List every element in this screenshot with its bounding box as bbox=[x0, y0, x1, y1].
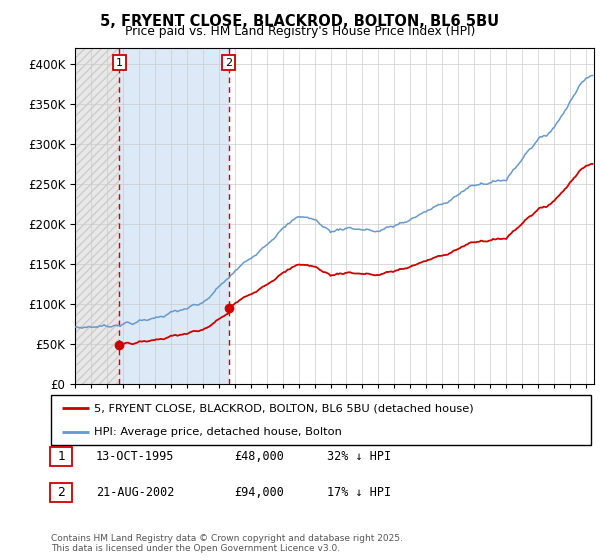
Text: 21-AUG-2002: 21-AUG-2002 bbox=[96, 486, 175, 500]
Bar bbox=[119, 48, 229, 384]
Text: HPI: Average price, detached house, Bolton: HPI: Average price, detached house, Bolt… bbox=[94, 427, 342, 437]
Text: 13-OCT-1995: 13-OCT-1995 bbox=[96, 450, 175, 463]
Text: 5, FRYENT CLOSE, BLACKROD, BOLTON, BL6 5BU (detached house): 5, FRYENT CLOSE, BLACKROD, BOLTON, BL6 5… bbox=[94, 403, 474, 413]
Text: 32% ↓ HPI: 32% ↓ HPI bbox=[327, 450, 391, 463]
FancyBboxPatch shape bbox=[50, 483, 72, 502]
FancyBboxPatch shape bbox=[50, 447, 72, 466]
Bar bbox=[75, 48, 119, 384]
Text: £48,000: £48,000 bbox=[234, 450, 284, 463]
Text: 5, FRYENT CLOSE, BLACKROD, BOLTON, BL6 5BU: 5, FRYENT CLOSE, BLACKROD, BOLTON, BL6 5… bbox=[100, 14, 500, 29]
Text: 1: 1 bbox=[116, 58, 123, 68]
Text: Contains HM Land Registry data © Crown copyright and database right 2025.
This d: Contains HM Land Registry data © Crown c… bbox=[51, 534, 403, 553]
FancyBboxPatch shape bbox=[51, 395, 591, 445]
Text: £94,000: £94,000 bbox=[234, 486, 284, 500]
Text: Price paid vs. HM Land Registry's House Price Index (HPI): Price paid vs. HM Land Registry's House … bbox=[125, 25, 475, 38]
Text: 17% ↓ HPI: 17% ↓ HPI bbox=[327, 486, 391, 500]
Text: 1: 1 bbox=[57, 450, 65, 463]
Text: 2: 2 bbox=[225, 58, 232, 68]
Text: 2: 2 bbox=[57, 486, 65, 500]
